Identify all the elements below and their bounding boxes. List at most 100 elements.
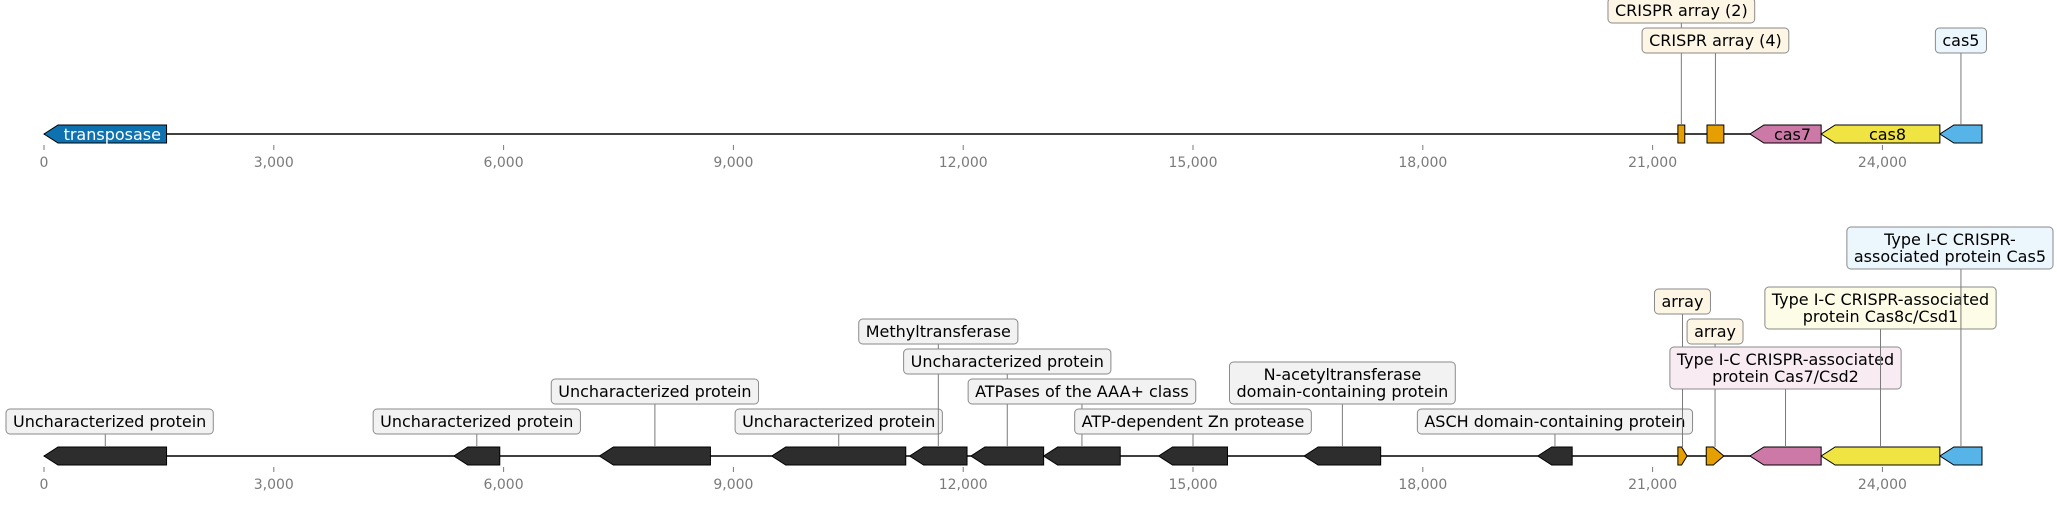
gene-label: Methyltransferase	[866, 322, 1011, 341]
track-bottom: 0 3,000 6,000 9,000 12,000 15,000 18,000 21,000…	[5, 226, 2054, 493]
gene-label-line: cas5	[1942, 31, 1979, 50]
axis-tick-label: 15,000	[1169, 477, 1218, 493]
gene-label-line: associated protein Cas5	[1854, 247, 2046, 266]
gene-feature[interactable]	[1677, 446, 1688, 466]
gene-label-line: ATP-dependent Zn protease	[1082, 412, 1305, 431]
gene-label-box	[1669, 346, 1902, 390]
gene-label: Type I-C CRISPR-associated protein Cas7/C…	[1676, 350, 1894, 386]
gene-label-line: protein Cas7/Csd2	[1712, 367, 1859, 386]
gene-label-line: Uncharacterized protein	[742, 412, 935, 431]
gene-feature[interactable]	[1303, 446, 1382, 466]
gene-label: cas7	[1774, 125, 1811, 144]
gene-label: CRISPR array (4)	[1649, 31, 1782, 50]
axis-tick-label: 6,000	[484, 477, 524, 493]
gene-label-box	[967, 378, 1197, 405]
gene-label-line: array	[1694, 322, 1736, 341]
gene-feature[interactable]	[1820, 446, 1941, 466]
gene-label-line: protein Cas8c/Csd1	[1803, 307, 1958, 326]
gene-feature[interactable]	[1157, 446, 1228, 466]
axis-tick-label: 6,000	[484, 155, 524, 171]
gene-label: Type I-C CRISPR-associated protein Cas8c/…	[1771, 290, 1989, 326]
axis-tick-label: 21,000	[1628, 477, 1677, 493]
gene-label: Uncharacterized protein	[380, 412, 573, 431]
gene-feature[interactable]	[452, 446, 501, 466]
gene-label: Uncharacterized protein	[13, 412, 206, 431]
gene-label: cas8	[1869, 125, 1906, 144]
axis-tick-label: 9,000	[713, 155, 753, 171]
gene-label: Uncharacterized protein	[558, 382, 751, 401]
gene-label-box	[1641, 27, 1790, 54]
gene-feature[interactable]	[43, 124, 168, 144]
gene-label: cas5	[1942, 31, 1979, 50]
gene-feature[interactable]	[770, 446, 907, 466]
gene-label-box	[1846, 226, 2054, 270]
axis-tick-label: 24,000	[1858, 155, 1907, 171]
axis-tick-label: 18,000	[1398, 155, 1447, 171]
axis-tick-label: 18,000	[1398, 477, 1447, 493]
gene-feature[interactable]	[1748, 446, 1822, 466]
gene-feature[interactable]	[1705, 446, 1725, 466]
axis-tick-label: 24,000	[1858, 477, 1907, 493]
gene-label-line: Type I-C CRISPR-associated	[1676, 350, 1894, 369]
gene-label-box	[1934, 27, 1987, 54]
gene-label-box	[1686, 318, 1744, 345]
gene-label-box	[550, 378, 760, 405]
gene-feature[interactable]	[43, 446, 168, 466]
gene-label: Uncharacterized protein	[911, 352, 1104, 371]
gene-feature[interactable]	[598, 446, 711, 466]
gene-label-box	[372, 408, 581, 435]
gene-label-line: Type I-C CRISPR-associated	[1771, 290, 1989, 309]
gene-label-line: Uncharacterized protein	[380, 412, 573, 431]
gene-label: transposase	[64, 125, 161, 144]
gene-label: Uncharacterized protein	[742, 412, 935, 431]
gene-feature[interactable]	[1706, 124, 1725, 144]
gene-label-line: Uncharacterized protein	[13, 412, 206, 431]
gene-label-line: Methyltransferase	[866, 322, 1011, 341]
gene-feature[interactable]	[1536, 446, 1573, 466]
gene-label-line: CRISPR array (2)	[1615, 1, 1748, 20]
axis-tick-label: 12,000	[939, 155, 988, 171]
gene-label-box	[1764, 286, 1997, 330]
axis-tick-label: 3,000	[254, 477, 294, 493]
track-top: 0 3,000 6,000 9,000 12,000 15,000 18,000 21,000…	[40, 0, 1987, 171]
gene-label-line: CRISPR array (4)	[1649, 31, 1782, 50]
gene-label: ATPases of the AAA+ class	[975, 382, 1189, 401]
gene-label-box	[1654, 288, 1711, 315]
axis-tick-label: 3,000	[254, 155, 294, 171]
gene-label-line: Type I-C CRISPR-	[1883, 230, 2016, 249]
gene-label-line: Uncharacterized protein	[558, 382, 751, 401]
gene-label: Type I-C CRISPR-associated protein Cas5	[1854, 230, 2046, 266]
gene-label-line: ASCH domain-containing protein	[1424, 412, 1685, 431]
gene-label-box	[1074, 408, 1312, 435]
gene-label: CRISPR array (2)	[1615, 1, 1748, 20]
gene-label: N-acetyltransferase domain-containing pro…	[1236, 365, 1448, 401]
axis-tick-label: 12,000	[939, 477, 988, 493]
gene-feature[interactable]	[1677, 124, 1686, 144]
gene-label-box	[5, 408, 214, 435]
gene-label-line: domain-containing protein	[1236, 382, 1448, 401]
gene-feature[interactable]	[1042, 446, 1121, 466]
gene-label: array	[1694, 322, 1736, 341]
gene-label-line: array	[1662, 292, 1704, 311]
gene-label-box	[1228, 361, 1456, 405]
gene-label-line: N-acetyltransferase	[1264, 365, 1422, 384]
gene-label-line: ATPases of the AAA+ class	[975, 382, 1189, 401]
gene-feature[interactable]	[1938, 446, 1983, 466]
gene-feature[interactable]	[969, 446, 1045, 466]
gene-feature[interactable]	[1938, 124, 1983, 144]
gene-label-box	[734, 408, 943, 435]
axis-tick-label: 0	[40, 155, 49, 171]
gene-label: ASCH domain-containing protein	[1424, 412, 1685, 431]
axis-tick-label: 0	[40, 477, 49, 493]
gene-feature[interactable]	[908, 446, 968, 466]
axis-tick-label: 15,000	[1169, 155, 1218, 171]
gene-label-box	[1607, 0, 1756, 24]
gene-label: ATP-dependent Zn protease	[1082, 412, 1305, 431]
gene-label-line: Uncharacterized protein	[911, 352, 1104, 371]
gene-label-box	[1416, 408, 1694, 435]
gene-label-box	[858, 318, 1019, 345]
axis-tick-label: 21,000	[1628, 155, 1677, 171]
axis-tick-label: 9,000	[713, 477, 753, 493]
